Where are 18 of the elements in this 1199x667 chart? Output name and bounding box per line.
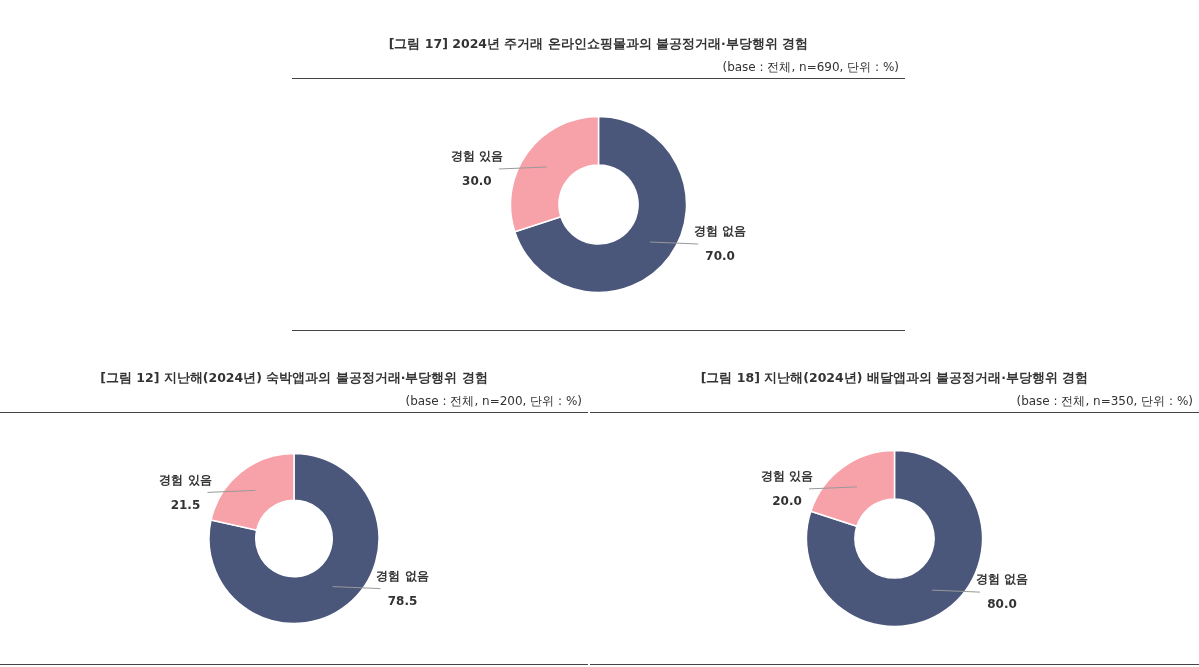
text: (base : 전체, n=200, 단위 : %) xyxy=(0,390,588,413)
slice-label: 경험 없음 xyxy=(694,224,747,239)
data-label: 30.0 xyxy=(462,174,492,189)
data-label: 21.5 xyxy=(170,497,201,512)
chart-title: [그림 18] 지난해(2024년) 배달앱과의 불공정거래·부당행위 경험 xyxy=(699,369,1090,387)
slice-label: 경험 없음 xyxy=(376,568,429,583)
data-label: 70.0 xyxy=(705,249,735,264)
text: (base : 전체, n=350, 단위 : %) xyxy=(590,390,1199,413)
data-label: 78.5 xyxy=(387,593,418,608)
chart-title: [그림 17] 2024년 주거래 온라인쇼핑몰과의 불공정거래·부당행위 경험 xyxy=(387,35,810,53)
data-label: 80.0 xyxy=(987,597,1017,612)
slice-label: 경험 있음 xyxy=(760,469,814,484)
data-label: 20.0 xyxy=(772,494,802,509)
slice-label: 경험 있음 xyxy=(159,472,212,487)
slice-label: 경험 없음 xyxy=(975,572,1029,587)
chart-title: [그림 12] 지난해(2024년) 숙박앱과의 불공정거래·부당행위 경험 xyxy=(99,369,489,387)
text: (base : 전체, n=690, 단위 : %) xyxy=(292,56,905,79)
slice-label: 경험 있음 xyxy=(450,149,503,164)
